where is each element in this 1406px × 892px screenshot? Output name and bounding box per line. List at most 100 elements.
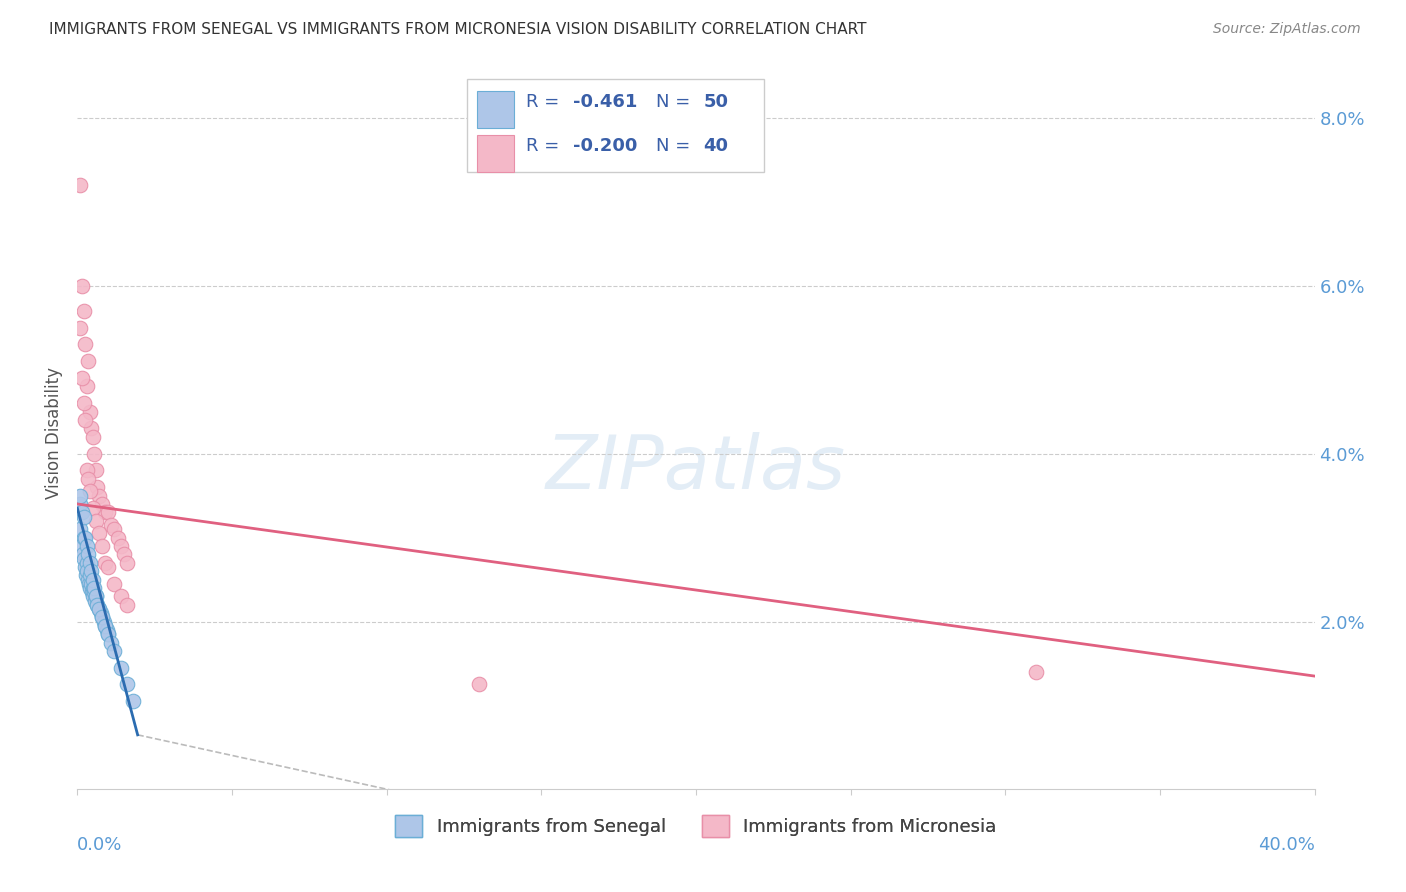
Point (468, 677, 491, 691)
Point (112, 547, 135, 561)
Point (96, 623, 118, 637)
Point (77, 472, 100, 486)
Point (93, 615, 115, 629)
FancyBboxPatch shape (477, 135, 515, 172)
Point (115, 598, 138, 612)
Point (83, 585, 105, 599)
Text: IMMIGRANTS FROM SENEGAL VS IMMIGRANTS FROM MICRONESIA VISION DISABILITY CORRELAT: IMMIGRANTS FROM SENEGAL VS IMMIGRANTS FR… (49, 22, 866, 37)
Point (69, 320, 91, 334)
Point (87, 602, 110, 616)
Point (76, 463, 98, 477)
Point (84, 590, 107, 604)
Point (80, 576, 103, 591)
Point (72, 304, 94, 318)
Point (110, 590, 132, 604)
Point (77, 573, 100, 587)
Y-axis label: Vision Disability: Vision Disability (45, 367, 63, 499)
Point (69, 522, 91, 536)
Point (82, 581, 104, 595)
Text: R =: R = (526, 94, 565, 112)
Point (75, 531, 96, 545)
Point (79, 404, 101, 418)
Point (84, 593, 107, 607)
Point (75, 560, 96, 574)
Point (97, 505, 120, 519)
Point (69, 178, 91, 192)
Text: N =: N = (657, 94, 696, 112)
Point (76, 379, 98, 393)
Point (72, 396, 94, 410)
Point (75, 337, 96, 351)
Text: N =: N = (657, 137, 696, 155)
FancyBboxPatch shape (467, 79, 763, 172)
Point (87, 526, 110, 541)
Point (82, 573, 104, 587)
Point (77, 576, 100, 591)
Point (75, 413, 96, 427)
Point (91, 610, 114, 624)
Point (83, 581, 105, 595)
Point (79, 484, 101, 499)
Point (79, 556, 101, 570)
Point (110, 539, 132, 553)
Point (90, 606, 111, 620)
Point (84, 514, 107, 528)
Point (86, 598, 108, 612)
Point (110, 661, 132, 675)
Text: ZIPatlas: ZIPatlas (546, 433, 846, 504)
Point (72, 547, 94, 561)
Point (91, 539, 114, 553)
Point (69, 489, 91, 503)
Point (84, 463, 107, 477)
Legend: Immigrants from Senegal, Immigrants from Micronesia: Immigrants from Senegal, Immigrants from… (388, 808, 1004, 845)
Text: 0.0%: 0.0% (77, 836, 122, 854)
Point (91, 497, 114, 511)
Point (97, 560, 120, 574)
Point (1025, 665, 1047, 679)
Point (82, 590, 104, 604)
Point (77, 354, 100, 368)
Point (100, 635, 122, 649)
Point (97, 627, 120, 641)
Point (75, 568, 97, 582)
Text: -0.200: -0.200 (574, 137, 638, 155)
Point (70, 371, 93, 385)
Point (70, 505, 93, 519)
Point (94, 618, 117, 632)
Point (72, 509, 94, 524)
FancyBboxPatch shape (477, 91, 515, 128)
Point (79, 568, 101, 582)
Text: 40.0%: 40.0% (1258, 836, 1315, 854)
Point (100, 518, 122, 533)
Point (115, 677, 138, 691)
Point (86, 480, 108, 494)
Point (80, 564, 103, 578)
Point (82, 430, 104, 444)
Point (76, 564, 98, 578)
Point (87, 489, 110, 503)
Point (73, 551, 96, 566)
Point (69, 497, 91, 511)
Point (97, 627, 120, 641)
Point (82, 501, 104, 516)
Point (77, 547, 100, 561)
Point (115, 556, 138, 570)
Point (94, 556, 117, 570)
Point (80, 421, 103, 435)
Point (103, 522, 125, 536)
Text: Source: ZipAtlas.com: Source: ZipAtlas.com (1213, 22, 1361, 37)
Point (122, 694, 145, 708)
Point (72, 531, 94, 545)
Point (76, 539, 98, 553)
Point (91, 610, 114, 624)
Point (76, 556, 98, 570)
Point (70, 278, 93, 293)
Text: 50: 50 (703, 94, 728, 112)
Point (94, 505, 117, 519)
Point (87, 602, 110, 616)
Point (70, 539, 93, 553)
Point (82, 585, 104, 599)
Text: 40: 40 (703, 137, 728, 155)
Point (86, 598, 108, 612)
Point (83, 447, 105, 461)
